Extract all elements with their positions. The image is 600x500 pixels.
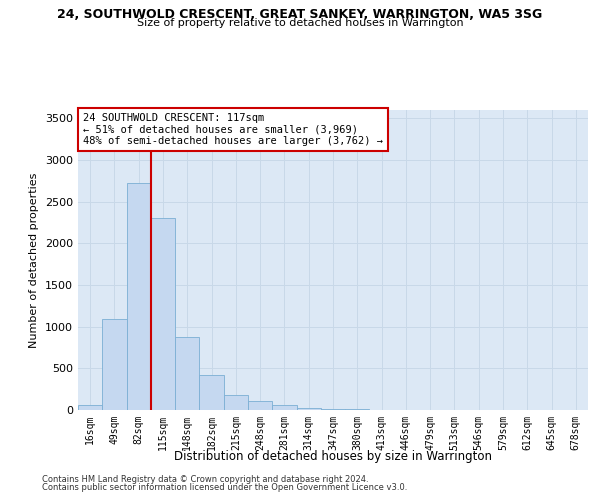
Text: Distribution of detached houses by size in Warrington: Distribution of detached houses by size … [174, 450, 492, 463]
Bar [296, 408, 321, 410]
Text: Size of property relative to detached houses in Warrington: Size of property relative to detached ho… [137, 18, 463, 28]
Text: 24 SOUTHWOLD CRESCENT: 117sqm
← 51% of detached houses are smaller (3,969)
48% o: 24 SOUTHWOLD CRESCENT: 117sqm ← 51% of d… [83, 113, 383, 146]
Bar [199, 375, 224, 410]
Text: 24, SOUTHWOLD CRESCENT, GREAT SANKEY, WARRINGTON, WA5 3SG: 24, SOUTHWOLD CRESCENT, GREAT SANKEY, WA… [58, 8, 542, 20]
Bar [175, 336, 199, 410]
Bar [248, 401, 272, 410]
Text: Contains public sector information licensed under the Open Government Licence v3: Contains public sector information licen… [42, 484, 407, 492]
Bar [102, 319, 127, 410]
Bar [151, 218, 175, 410]
Bar [321, 408, 345, 410]
Bar [78, 406, 102, 410]
Text: Contains HM Land Registry data © Crown copyright and database right 2024.: Contains HM Land Registry data © Crown c… [42, 475, 368, 484]
Y-axis label: Number of detached properties: Number of detached properties [29, 172, 40, 348]
Bar [272, 405, 296, 410]
Bar [224, 396, 248, 410]
Bar [127, 184, 151, 410]
